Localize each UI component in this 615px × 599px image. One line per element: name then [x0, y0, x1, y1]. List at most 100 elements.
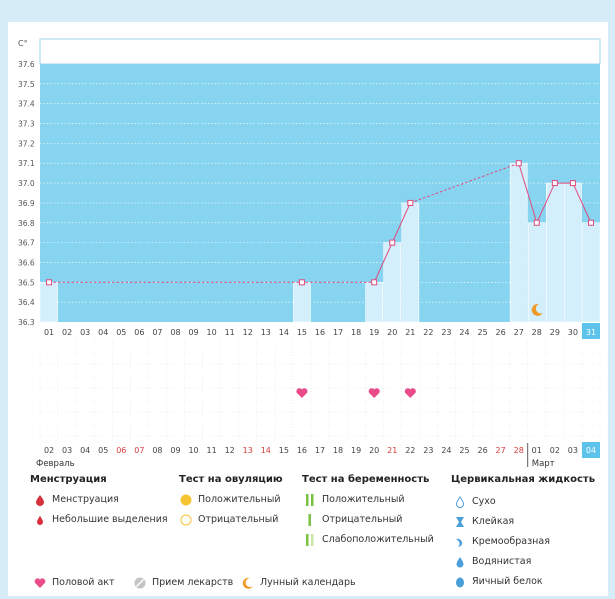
calendar-day-label: 12: [225, 446, 235, 455]
legend-title-menstruation: Менструация: [30, 474, 107, 485]
y-tick-label: 37.1: [18, 159, 35, 168]
cycle-day-label: 19: [369, 328, 379, 337]
y-tick-label: 36.8: [18, 219, 35, 228]
blood-drop-icon: [36, 495, 44, 506]
cycle-day-label: 05: [116, 328, 126, 337]
legend-label: Сухо: [472, 496, 496, 507]
calendar-day-label: 03: [568, 446, 578, 455]
legend-title-ovulation: Тест на овуляцию: [179, 474, 283, 485]
cycle-day-label: 20: [387, 328, 397, 337]
bbt-chart: 37.6 37.5 37.4 37.3 37.2 37.1 37.0 36.9 36.8 36.7…: [18, 38, 601, 469]
calendar-day-label: 25: [459, 446, 469, 455]
cycle-day-label: 12: [243, 328, 253, 337]
legend-label: Положительный: [198, 494, 281, 505]
cycle-day-label: 23: [441, 328, 451, 337]
temperature-point: [587, 219, 594, 226]
cycle-day-label: 14: [279, 328, 289, 337]
legend-title-cervical: Цервикальная жидкость: [451, 474, 596, 485]
cycle-day-label: 10: [207, 328, 217, 337]
cycle-day-label: 08: [170, 328, 180, 337]
cycle-day-label: 17: [333, 328, 343, 337]
calendar-day-label: 06: [116, 446, 126, 455]
legend-label: Яичный белок: [472, 576, 543, 587]
calendar-day-label: 08: [152, 446, 162, 455]
temperature-line-segment: [410, 162, 519, 204]
temperature-bar: [527, 222, 546, 323]
y-tick-label: 36.4: [18, 298, 35, 307]
drop-outline-icon: [455, 496, 465, 508]
cycle-day-label: 22: [423, 328, 433, 337]
cycle-day-label: 06: [134, 328, 144, 337]
calendar-day-label: 21: [387, 446, 397, 455]
calendar-day-label: 28: [514, 446, 524, 455]
y-tick-label: 37.0: [18, 179, 35, 188]
calendar-day-label: 05: [98, 446, 108, 455]
temperature-bar: [582, 222, 600, 323]
calendar-highlight-box: [581, 442, 600, 458]
calendar-day-label: 03: [62, 446, 72, 455]
temperature-bar: [564, 182, 582, 323]
cycle-day-label: 18: [351, 328, 361, 337]
calendar-day-label: 22: [405, 446, 415, 455]
cycle-day-label: 27: [514, 328, 524, 337]
calendar-day-label: 01: [532, 446, 542, 455]
single-line-icon: [308, 514, 311, 526]
legend-label: Клейкая: [472, 516, 515, 527]
egg-white-icon: [456, 577, 464, 588]
temperature-bar: [293, 282, 311, 323]
y-tick-label: 37.6: [18, 60, 35, 69]
legend-label: Лунный календарь: [260, 577, 356, 588]
calendar-day-label: 27: [496, 446, 506, 455]
calendar-day-label: 16: [297, 446, 307, 455]
heart-icon: [296, 388, 308, 398]
temperature-point: [407, 199, 414, 206]
plot-top-area: [39, 38, 601, 65]
calendar-day-label: 14: [261, 446, 271, 455]
events-grid: [40, 340, 600, 440]
cycle-day-label: 03: [80, 328, 90, 337]
double-line-icon: [306, 494, 314, 506]
temperature-point: [515, 160, 522, 167]
temperature-point: [533, 219, 540, 226]
cycle-day-label: 15: [297, 328, 307, 337]
y-axis-label: C°: [18, 39, 28, 48]
cycle-day-label: 11: [225, 328, 235, 337]
chart-card: 37.6 37.5 37.4 37.3 37.2 37.1 37.0 36.9 36.8 36.7…: [8, 22, 608, 596]
calendar-day-label: 04: [586, 446, 596, 455]
y-tick-label: 37.5: [18, 80, 35, 89]
temperature-point: [389, 239, 396, 246]
legend-label: Небольшие выделения: [52, 514, 168, 525]
temperature-bar: [40, 282, 58, 323]
moon-icon: [242, 577, 253, 589]
month-label-right: Март: [532, 459, 555, 469]
sticky-icon: [456, 517, 464, 527]
calendar-day-label: 19: [351, 446, 361, 455]
cycle-day-label: 28: [532, 328, 542, 337]
temperature-bar: [509, 162, 528, 323]
heart-icon: [368, 388, 380, 398]
temperature-point: [569, 180, 576, 187]
calendar-day-label: 02: [550, 446, 560, 455]
heart-icon: [404, 388, 416, 398]
day-highlight-box: [581, 323, 600, 339]
y-tick-label: 36.3: [18, 318, 35, 327]
cycle-day-label: 31: [586, 328, 596, 337]
circle-filled-icon: [180, 494, 192, 506]
calendar-day-label: 13: [243, 446, 253, 455]
y-tick-label: 36.9: [18, 199, 35, 208]
legend-label: Положительный: [322, 494, 405, 505]
y-tick-label: 36.5: [18, 278, 35, 287]
heart-icon: [34, 578, 46, 588]
calendar-day-label: 10: [188, 446, 198, 455]
y-tick-label: 36.7: [18, 239, 35, 248]
cycle-day-label: 29: [550, 328, 560, 337]
cycle-day-label: 07: [152, 328, 162, 337]
temperature-point: [46, 279, 53, 286]
calendar-day-label: 18: [333, 446, 343, 455]
calendar-day-label: 15: [279, 446, 289, 455]
moon-icon: [531, 303, 543, 316]
cycle-day-label: 26: [496, 328, 506, 337]
faint-double-line-icon: [306, 534, 314, 546]
calendar-day-label: 24: [441, 446, 451, 455]
creamy-icon: [456, 538, 463, 547]
